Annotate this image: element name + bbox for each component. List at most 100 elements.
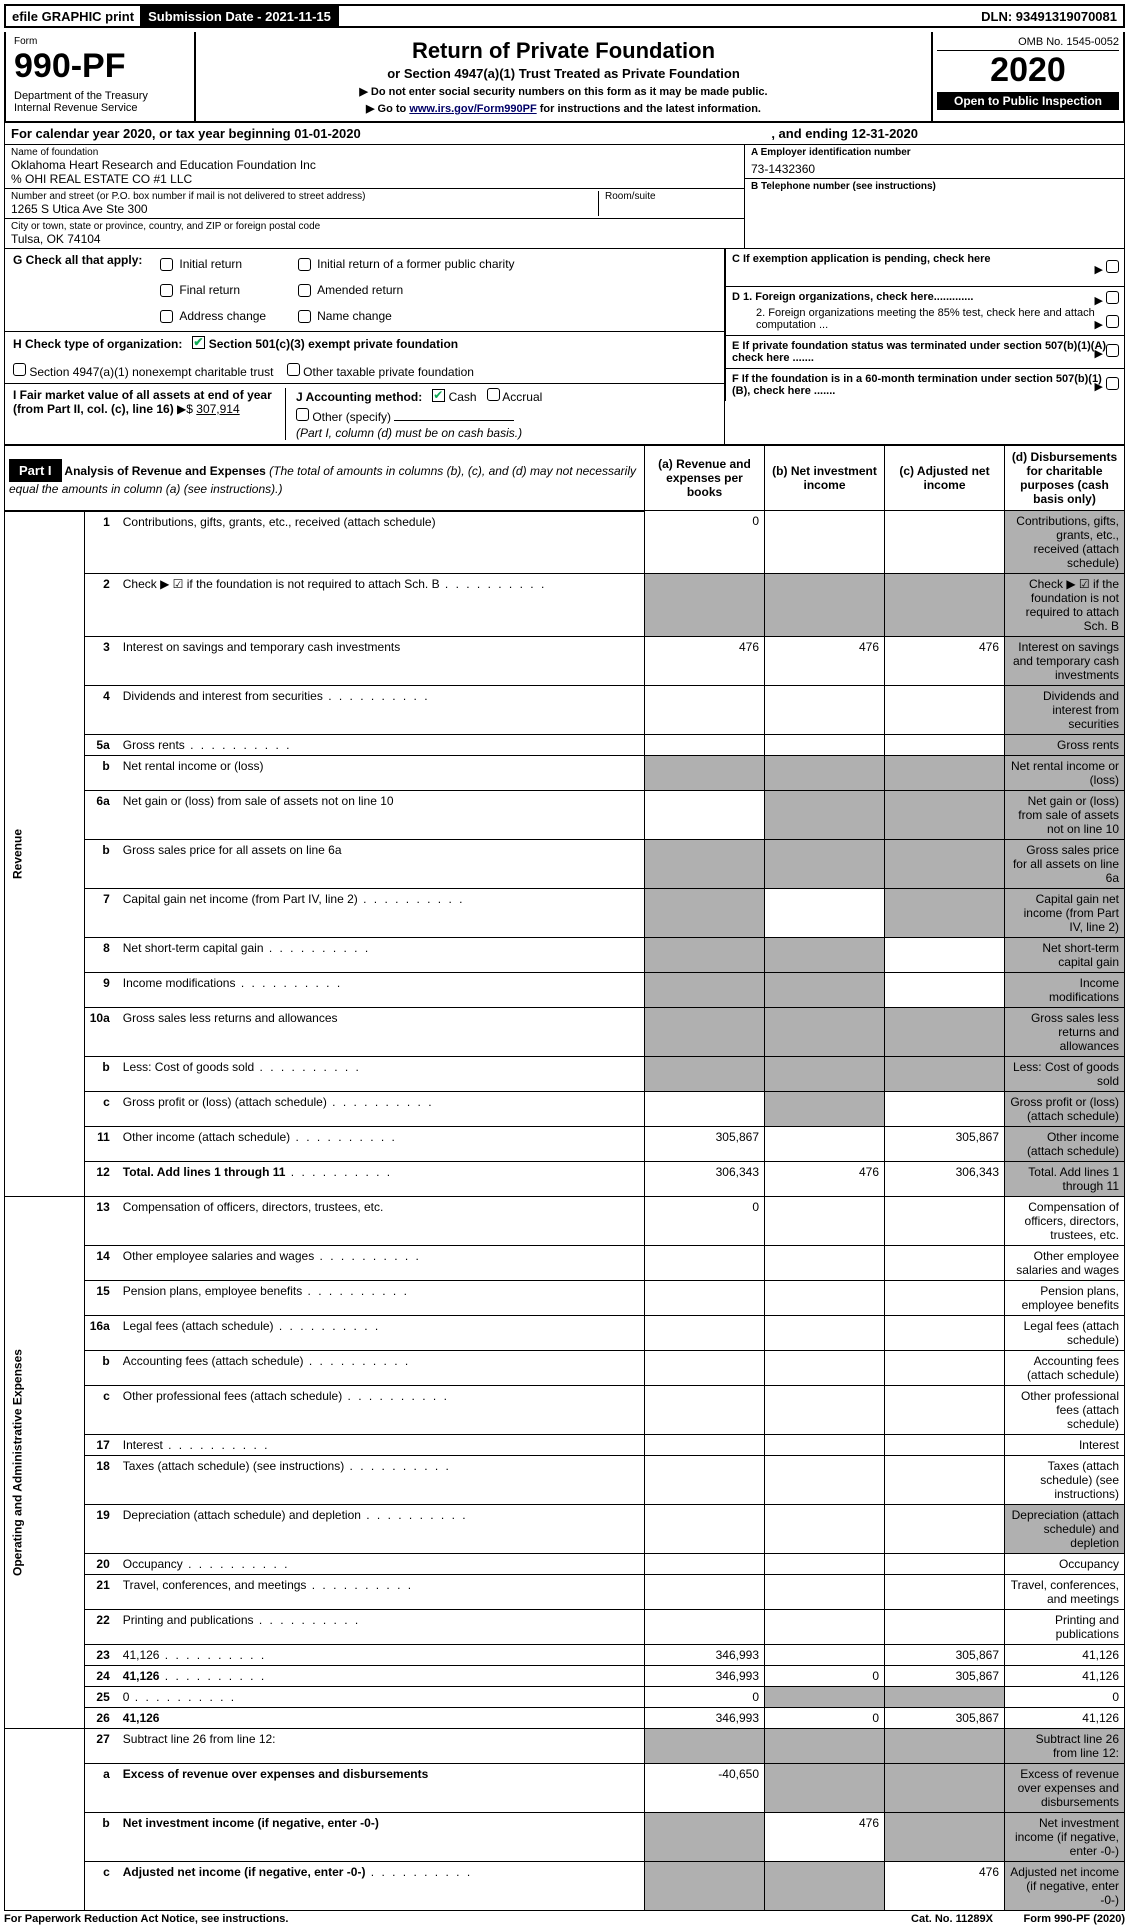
cb-other-method[interactable] — [296, 408, 309, 421]
cell-b — [765, 1505, 885, 1554]
cell-b: 0 — [765, 1666, 885, 1687]
cell-c — [885, 686, 1005, 735]
cell-d: Net rental income or (loss) — [1005, 756, 1125, 791]
row-desc: 41,126 — [118, 1666, 645, 1687]
cb-d1[interactable] — [1106, 291, 1119, 304]
cell-c — [885, 1197, 1005, 1246]
cell-b — [765, 1127, 885, 1162]
row-number: b — [84, 1351, 118, 1386]
part1-table: Part I Analysis of Revenue and Expenses … — [4, 445, 1125, 1911]
cell-b — [765, 574, 885, 637]
cell-c — [885, 1092, 1005, 1127]
cell-c — [885, 1610, 1005, 1645]
cell-d: 41,126 — [1005, 1645, 1125, 1666]
header-left: Form 990-PF Department of the Treasury I… — [6, 32, 196, 121]
cb-initial-former[interactable]: Initial return of a former public charit… — [292, 253, 520, 275]
j-label: J Accounting method: — [296, 390, 422, 404]
cell-b — [765, 1729, 885, 1764]
row-number: 24 — [84, 1666, 118, 1687]
cell-a — [645, 1316, 765, 1351]
row-desc: Dividends and interest from securities — [118, 686, 645, 735]
cell-a: -40,650 — [645, 1764, 765, 1813]
row-desc: Pension plans, employee benefits — [118, 1281, 645, 1316]
cell-c: 305,867 — [885, 1708, 1005, 1729]
cell-c — [885, 1316, 1005, 1351]
cell-c — [885, 735, 1005, 756]
row-number: 23 — [84, 1645, 118, 1666]
cb-initial-return[interactable]: Initial return — [154, 253, 272, 275]
cell-d: Printing and publications — [1005, 1610, 1125, 1645]
row-desc: Subtract line 26 from line 12: — [118, 1729, 645, 1764]
form-subtitle: or Section 4947(a)(1) Trust Treated as P… — [202, 66, 925, 81]
row-desc: Adjusted net income (if negative, enter … — [118, 1862, 645, 1911]
row-number: 25 — [84, 1687, 118, 1708]
row-desc: Net short-term capital gain — [118, 938, 645, 973]
dln: DLN: 93491319070081 — [339, 6, 1123, 26]
cell-c — [885, 1008, 1005, 1057]
cell-d: Subtract line 26 from line 12: — [1005, 1729, 1125, 1764]
cell-c: 305,867 — [885, 1666, 1005, 1687]
cell-d: Interest on savings and temporary cash i… — [1005, 637, 1125, 686]
table-row: 10aGross sales less returns and allowanc… — [5, 1008, 1125, 1057]
cb-other-taxable[interactable] — [287, 363, 300, 376]
part1-label: Part I — [9, 459, 62, 482]
cell-c — [885, 574, 1005, 637]
table-row: bNet rental income or (loss)Net rental i… — [5, 756, 1125, 791]
cell-b — [765, 511, 885, 574]
submission-date: Submission Date - 2021-11-15 — [142, 6, 339, 26]
cell-a — [645, 1456, 765, 1505]
street-cell: Number and street (or P.O. box number if… — [5, 189, 744, 219]
cb-f[interactable] — [1106, 377, 1119, 390]
cell-d: Gross sales price for all assets on line… — [1005, 840, 1125, 889]
table-row: 20OccupancyOccupancy — [5, 1554, 1125, 1575]
table-row: bGross sales price for all assets on lin… — [5, 840, 1125, 889]
cell-a — [645, 973, 765, 1008]
f-box: F If the foundation is in a 60-month ter… — [725, 369, 1125, 401]
cb-e[interactable] — [1106, 344, 1119, 357]
cell-a — [645, 938, 765, 973]
row-desc: Other income (attach schedule) — [118, 1127, 645, 1162]
row-number: c — [84, 1386, 118, 1435]
row-number: 14 — [84, 1246, 118, 1281]
cb-d2[interactable] — [1106, 315, 1119, 328]
cb-amended-return[interactable]: Amended return — [292, 279, 520, 301]
instructions-link[interactable]: www.irs.gov/Form990PF — [409, 103, 536, 115]
cell-c — [885, 791, 1005, 840]
cell-c — [885, 1246, 1005, 1281]
cell-a — [645, 574, 765, 637]
cb-cash[interactable] — [432, 389, 445, 402]
table-row: 12Total. Add lines 1 through 11306,34347… — [5, 1162, 1125, 1197]
entity-block: Name of foundation Oklahoma Heart Resear… — [4, 145, 1125, 249]
cb-final-return[interactable]: Final return — [154, 279, 272, 301]
row-desc: Compensation of officers, directors, tru… — [118, 1197, 645, 1246]
row-desc: Interest on savings and temporary cash i… — [118, 637, 645, 686]
cb-4947[interactable] — [13, 363, 26, 376]
cell-d: Other professional fees (attach schedule… — [1005, 1386, 1125, 1435]
table-row: bLess: Cost of goods soldLess: Cost of g… — [5, 1057, 1125, 1092]
cb-501c3[interactable] — [192, 336, 205, 349]
row-number: 5a — [84, 735, 118, 756]
col-a-header: (a) Revenue and expenses per books — [645, 446, 765, 511]
cb-accrual[interactable] — [487, 388, 500, 401]
row-desc: Gross sales price for all assets on line… — [118, 840, 645, 889]
omb-number: OMB No. 1545-0052 — [937, 36, 1119, 51]
cell-d: Gross profit or (loss) (attach schedule) — [1005, 1092, 1125, 1127]
cb-address-change[interactable]: Address change — [154, 305, 272, 327]
table-row: 8Net short-term capital gainNet short-te… — [5, 938, 1125, 973]
row-desc: Contributions, gifts, grants, etc., rece… — [118, 511, 645, 574]
form-title: Return of Private Foundation — [202, 38, 925, 64]
row-number: 7 — [84, 889, 118, 938]
cell-d: Net short-term capital gain — [1005, 938, 1125, 973]
cell-d: Occupancy — [1005, 1554, 1125, 1575]
cb-c[interactable] — [1106, 260, 1119, 273]
cell-d: Adjusted net income (if negative, enter … — [1005, 1862, 1125, 1911]
row-number: 27 — [84, 1729, 118, 1764]
cell-b: 0 — [765, 1708, 885, 1729]
row-number: 11 — [84, 1127, 118, 1162]
cell-c — [885, 1351, 1005, 1386]
cell-b — [765, 938, 885, 973]
table-row: 11Other income (attach schedule)305,8673… — [5, 1127, 1125, 1162]
table-row: 2Check ▶ ☑ if the foundation is not requ… — [5, 574, 1125, 637]
cb-name-change[interactable]: Name change — [292, 305, 520, 327]
h-label: H Check type of organization: — [13, 337, 182, 351]
